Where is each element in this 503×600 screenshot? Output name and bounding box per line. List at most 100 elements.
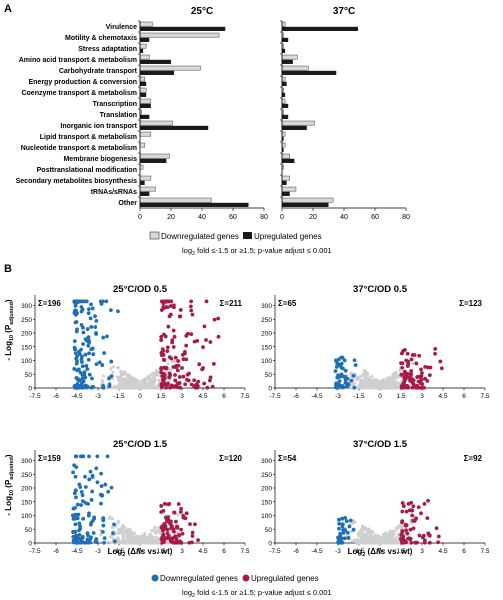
point-not-significant — [349, 372, 353, 376]
point-downregulated — [112, 539, 117, 544]
point-upregulated — [193, 522, 197, 527]
category-label: Lipid transport & metabolism — [40, 134, 137, 141]
point-upregulated — [216, 316, 221, 321]
point-not-significant — [396, 532, 400, 536]
point-not-significant — [157, 386, 161, 390]
point-upregulated — [405, 351, 410, 356]
point-upregulated — [189, 304, 193, 309]
point-upregulated — [180, 531, 185, 536]
bar-downregulated — [139, 164, 144, 170]
point-upregulated — [161, 509, 166, 513]
point-downregulated — [93, 325, 98, 329]
point-downregulated — [339, 361, 344, 366]
x-tick-label: 7.5 — [480, 393, 489, 400]
bar-upregulated — [140, 158, 167, 163]
point-downregulated — [104, 299, 109, 304]
point-upregulated — [423, 364, 428, 369]
point-downregulated — [111, 531, 115, 536]
point-downregulated — [89, 535, 93, 540]
point-downregulated — [101, 335, 106, 340]
category-label: Posttranslational modification — [37, 167, 137, 174]
x-tick-label: -3 — [335, 393, 341, 400]
point-downregulated — [334, 381, 338, 386]
point-downregulated — [85, 531, 90, 536]
point-downregulated — [81, 499, 85, 504]
point-upregulated — [410, 385, 415, 390]
point-upregulated — [428, 365, 433, 370]
point-downregulated — [93, 539, 98, 544]
point-upregulated — [177, 314, 182, 319]
point-upregulated — [162, 365, 167, 370]
point-downregulated — [335, 385, 339, 390]
point-downregulated — [80, 307, 85, 312]
point-upregulated — [161, 532, 166, 537]
point-upregulated — [413, 540, 418, 545]
bar-downregulated — [281, 197, 334, 203]
point-downregulated — [80, 535, 85, 539]
point-not-significant — [369, 534, 373, 538]
point-downregulated — [73, 347, 77, 352]
y-tick-label: 150 — [261, 344, 272, 351]
point-not-significant — [365, 379, 369, 383]
y-label-bottom-mid: (P — [4, 479, 13, 490]
point-upregulated — [190, 312, 195, 317]
point-not-significant — [369, 531, 373, 536]
point-downregulated — [88, 316, 93, 321]
point-downregulated — [77, 384, 82, 388]
category-label: Coenzyme transport & metabolism — [21, 90, 137, 97]
point-not-significant — [357, 534, 361, 538]
point-upregulated — [183, 382, 188, 387]
downregulated-count: Σ=196 — [38, 299, 61, 308]
point-not-significant — [139, 386, 143, 390]
point-downregulated — [346, 381, 350, 386]
point-upregulated — [411, 504, 416, 509]
bar-chart-title: 37°C — [333, 6, 355, 17]
point-downregulated — [333, 369, 338, 373]
point-not-significant — [397, 524, 401, 528]
point-downregulated — [90, 376, 94, 381]
volcano-title: 37°C/OD 1.5 — [353, 439, 408, 450]
point-downregulated — [337, 379, 342, 383]
point-upregulated — [159, 308, 164, 312]
point-not-significant — [394, 386, 398, 390]
point-not-significant — [146, 540, 150, 544]
point-upregulated — [192, 339, 197, 344]
category-label: Virulence — [106, 24, 137, 31]
point-upregulated — [204, 299, 209, 304]
point-not-significant — [373, 541, 377, 545]
upregulated-count: Σ=123 — [459, 299, 482, 308]
bar-upregulated — [282, 125, 307, 130]
point-downregulated — [71, 538, 76, 543]
point-not-significant — [176, 513, 180, 517]
point-downregulated — [353, 363, 358, 368]
point-not-significant — [129, 541, 133, 545]
point-upregulated — [167, 375, 172, 380]
point-upregulated — [405, 383, 409, 388]
point-upregulated — [433, 351, 437, 356]
point-upregulated — [415, 375, 420, 380]
point-downregulated — [73, 488, 78, 493]
x-tick-label: 0 — [138, 393, 142, 400]
point-not-significant — [362, 374, 367, 378]
point-upregulated — [439, 366, 444, 371]
point-upregulated — [419, 374, 424, 378]
point-downregulated — [83, 337, 88, 342]
point-upregulated — [419, 511, 423, 516]
point-upregulated — [404, 528, 408, 533]
point-not-significant — [361, 378, 365, 383]
point-not-significant — [372, 537, 376, 541]
bar-downregulated — [281, 142, 286, 148]
volcano-legend: Downregulated genes Upregulated genes — [151, 574, 319, 583]
category-label: Secondary metabolites biosynthesis — [16, 178, 137, 185]
point-not-significant — [140, 534, 144, 538]
point-upregulated — [171, 345, 176, 349]
x-axis-label-right: Log2 (Δfis vs. wt) — [348, 547, 413, 558]
point-upregulated — [200, 367, 205, 372]
point-upregulated — [427, 533, 431, 537]
point-not-significant — [128, 534, 132, 539]
point-not-significant — [115, 375, 119, 379]
point-downregulated — [336, 535, 340, 540]
point-not-significant — [153, 525, 157, 529]
point-not-significant — [375, 534, 379, 538]
bar-upregulated — [282, 59, 293, 64]
